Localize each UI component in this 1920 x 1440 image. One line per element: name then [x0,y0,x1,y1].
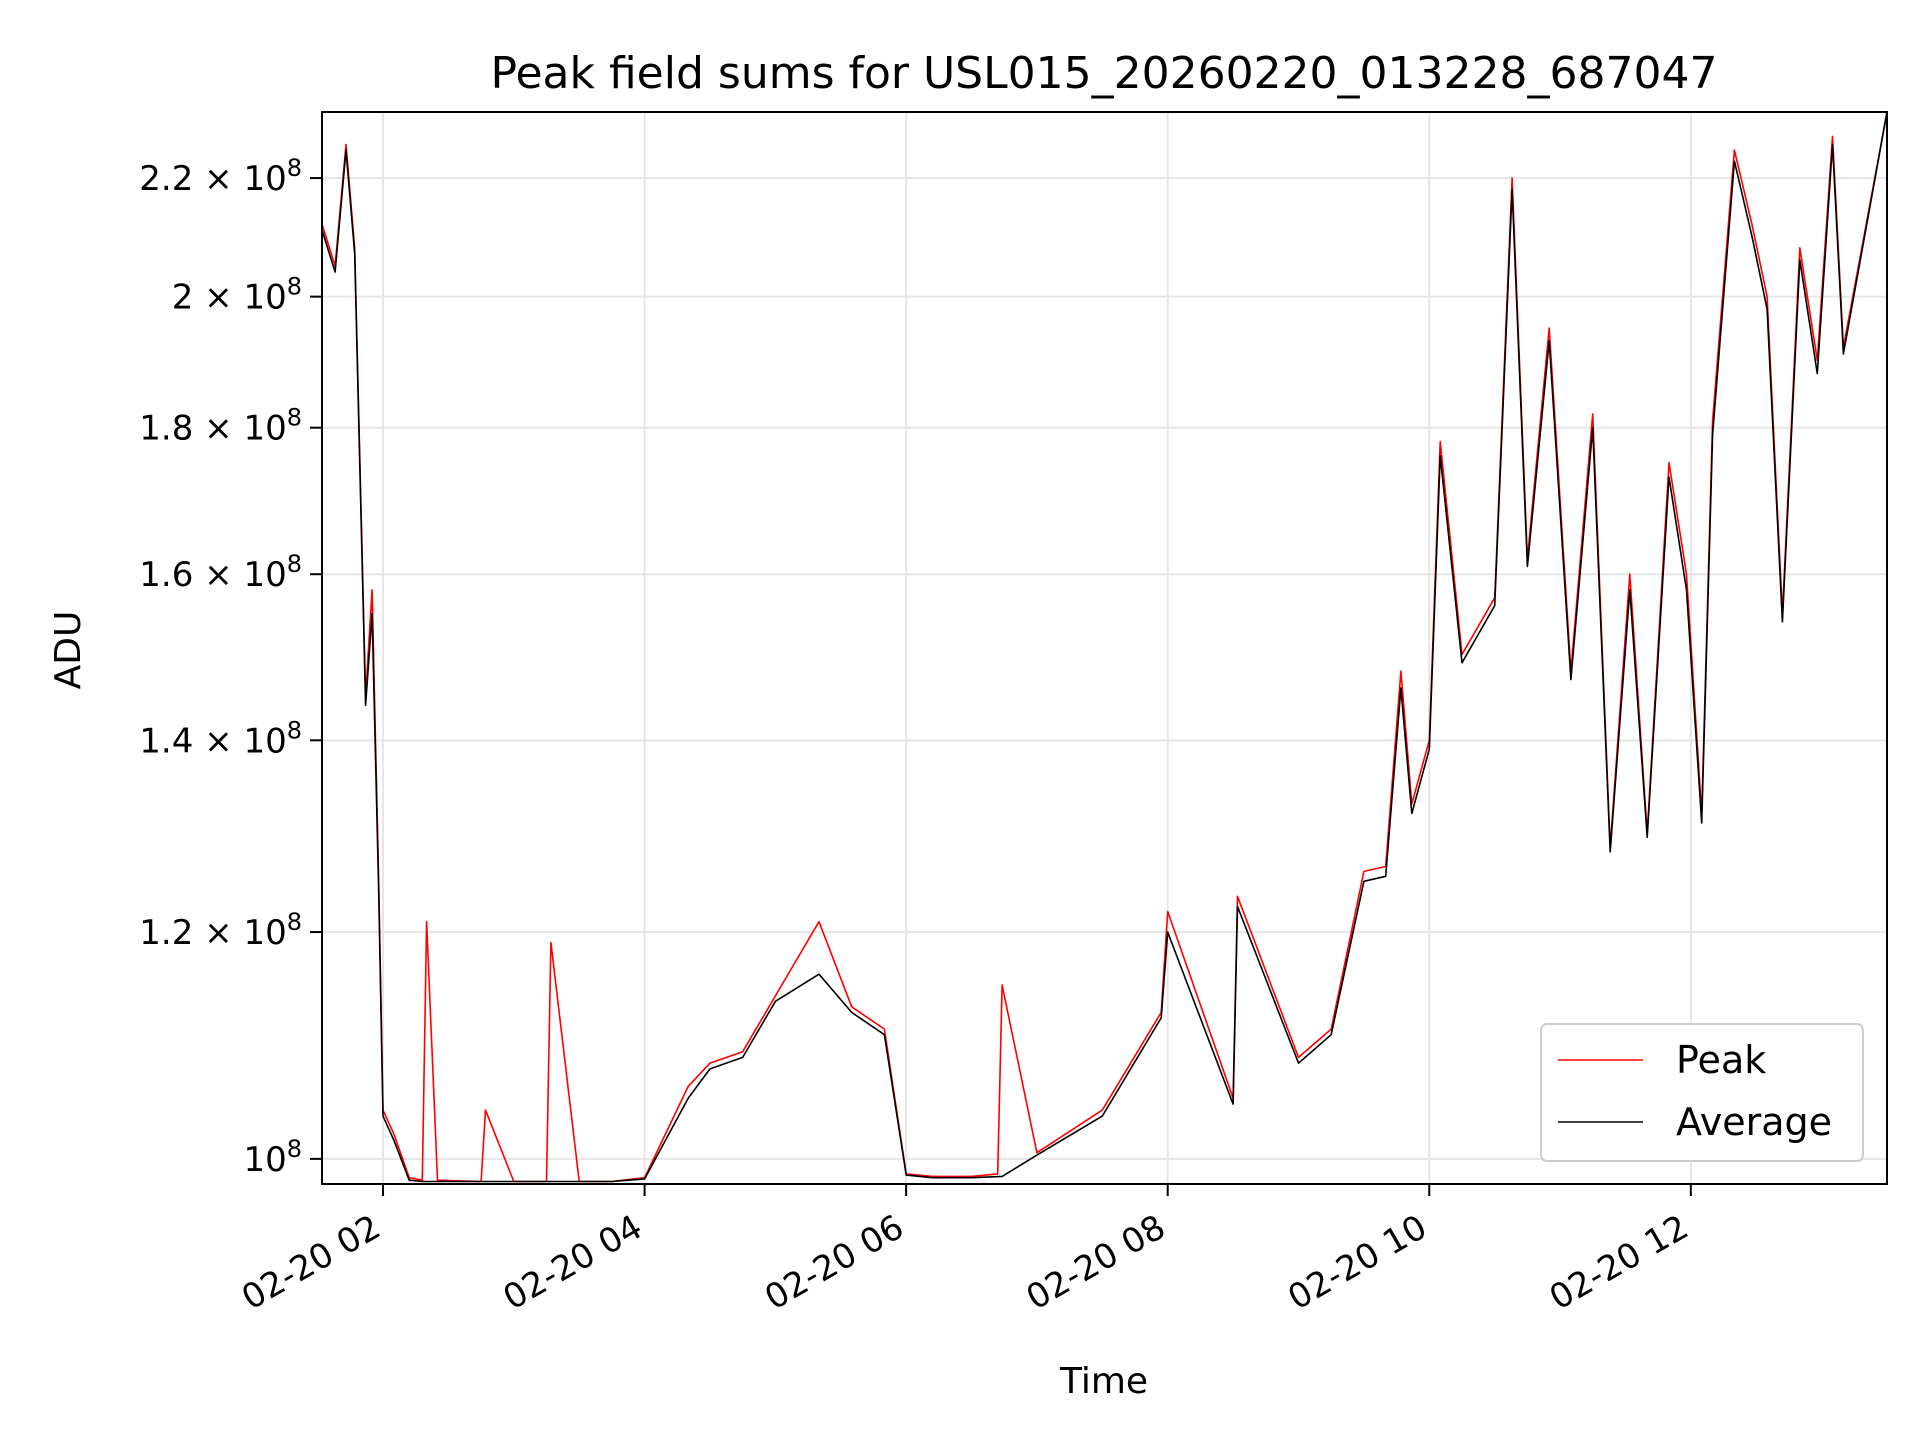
series-line-peak [321,111,1888,1183]
y-tick-label: 1.8 × 108 [139,404,302,449]
y-tick-label: 1.4 × 108 [139,716,302,761]
y-tick-mantissa: 1.4 × [139,721,243,761]
y-tick-label: 2.2 × 108 [139,154,302,199]
y-tick-label: 1.2 × 108 [139,908,302,953]
series-lines [321,111,1888,1183]
y-tick-label: 108 [243,1135,302,1180]
y-tick-base: 10 [243,721,286,761]
y-tick-exponent: 8 [287,550,302,578]
y-axis-label: ADU [48,611,89,690]
y-tick-label: 1.6 × 108 [139,550,302,595]
y-tick-exponent: 8 [287,908,302,936]
legend-label-average: Average [1676,1100,1832,1144]
chart-title: Peak field sums for USL015_20260220_0132… [491,48,1718,99]
y-tick-base: 10 [243,913,286,953]
grid-lines [322,112,1887,1184]
y-tick-mantissa: 1.8 × [139,409,243,449]
y-tick-base: 10 [243,409,286,449]
y-tick-mantissa: 1.2 × [139,913,243,953]
y-tick-exponent: 8 [287,1135,302,1163]
y-tick-exponent: 8 [287,273,302,301]
y-tick-exponent: 8 [287,716,302,744]
y-tick-base: 10 [243,159,286,199]
y-tick-mantissa: 2 × [172,278,244,318]
y-tick-base: 10 [243,278,286,318]
y-tick-mantissa: 2.2 × [139,159,243,199]
y-tick-exponent: 8 [287,404,302,432]
y-tick-exponent: 8 [287,154,302,182]
y-tick-base: 10 [243,1140,286,1180]
legend-box [1540,1023,1864,1162]
series-line-average [321,111,1888,1183]
y-tick-mantissa: 1.6 × [139,555,243,595]
y-tick-label: 2 × 108 [172,273,302,318]
x-axis-label: Time [1059,1361,1148,1402]
legend-label-peak: Peak [1676,1038,1766,1082]
legend: Peak Average [1540,1023,1864,1162]
y-tick-base: 10 [243,555,286,595]
plot-area-frame [321,111,1888,1185]
